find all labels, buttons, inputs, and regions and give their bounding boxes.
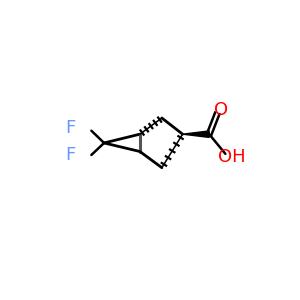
Polygon shape	[183, 131, 209, 137]
Text: F: F	[65, 119, 76, 137]
Text: OH: OH	[218, 148, 246, 166]
Text: O: O	[214, 101, 229, 119]
Text: F: F	[65, 146, 76, 164]
